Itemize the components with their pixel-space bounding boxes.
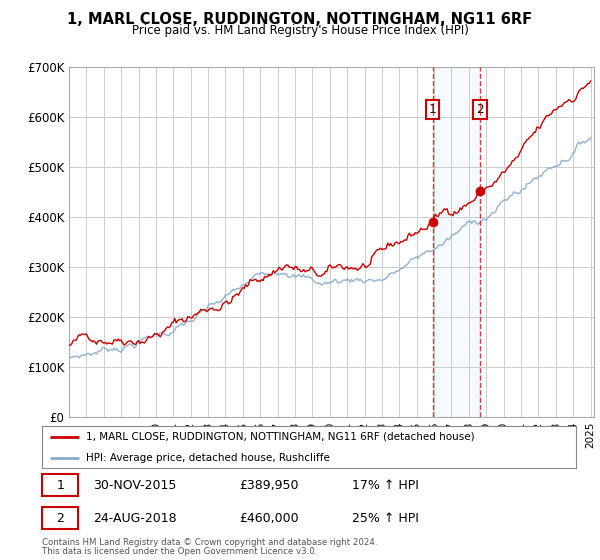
Text: 30-NOV-2015: 30-NOV-2015 <box>93 479 176 492</box>
Text: HPI: Average price, detached house, Rushcliffe: HPI: Average price, detached house, Rush… <box>86 453 329 463</box>
Text: 1, MARL CLOSE, RUDDINGTON, NOTTINGHAM, NG11 6RF: 1, MARL CLOSE, RUDDINGTON, NOTTINGHAM, N… <box>67 12 533 27</box>
Text: 1: 1 <box>56 479 64 492</box>
Text: Contains HM Land Registry data © Crown copyright and database right 2024.: Contains HM Land Registry data © Crown c… <box>42 538 377 547</box>
Text: £460,000: £460,000 <box>239 512 299 525</box>
FancyBboxPatch shape <box>42 507 79 529</box>
FancyBboxPatch shape <box>42 474 79 496</box>
Bar <box>433 67 480 417</box>
Text: This data is licensed under the Open Government Licence v3.0.: This data is licensed under the Open Gov… <box>42 547 317 556</box>
Text: Price paid vs. HM Land Registry's House Price Index (HPI): Price paid vs. HM Land Registry's House … <box>131 24 469 36</box>
Text: 2: 2 <box>56 512 64 525</box>
Text: 2: 2 <box>476 102 484 116</box>
Text: 1, MARL CLOSE, RUDDINGTON, NOTTINGHAM, NG11 6RF (detached house): 1, MARL CLOSE, RUDDINGTON, NOTTINGHAM, N… <box>86 432 475 442</box>
Text: 24-AUG-2018: 24-AUG-2018 <box>93 512 176 525</box>
Text: 1: 1 <box>429 102 436 116</box>
Text: 25% ↑ HPI: 25% ↑ HPI <box>352 512 419 525</box>
Text: £389,950: £389,950 <box>239 479 299 492</box>
Text: 17% ↑ HPI: 17% ↑ HPI <box>352 479 419 492</box>
